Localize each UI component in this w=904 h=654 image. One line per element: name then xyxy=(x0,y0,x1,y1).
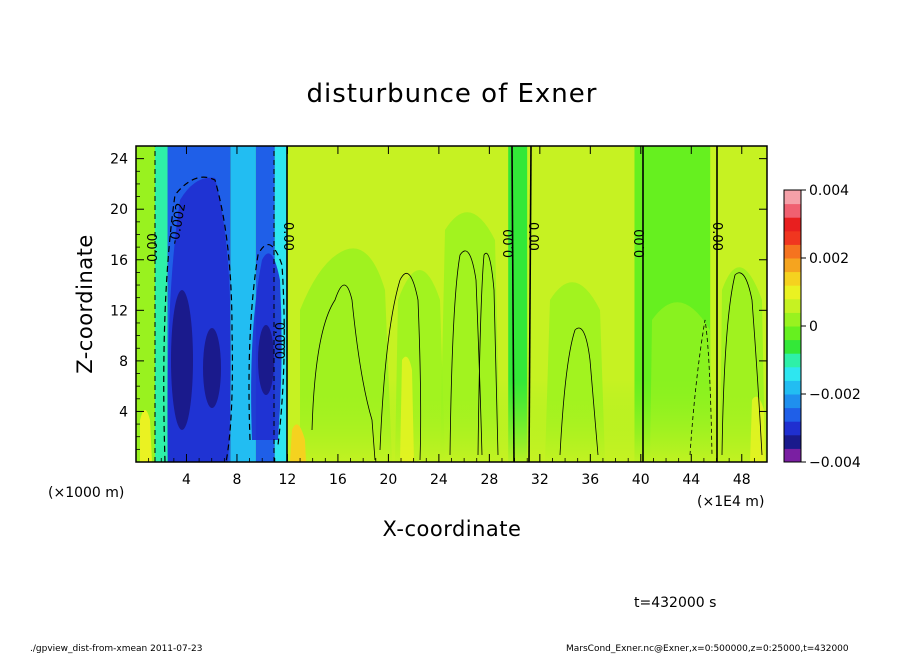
colorbar-swatch xyxy=(784,366,801,381)
colorbar-tick-label: −0.002 xyxy=(809,387,861,403)
x-tick-label: 44 xyxy=(682,472,700,488)
contour-label: 0.00 xyxy=(502,229,517,258)
y-tick-label: 12 xyxy=(110,303,128,319)
core-shading xyxy=(167,177,282,462)
y-tick-label: 4 xyxy=(119,404,128,420)
contour-label: 0.00 xyxy=(633,229,648,258)
x-tick-label: 20 xyxy=(379,472,397,488)
colorbar-swatch xyxy=(784,285,801,300)
contour-lines xyxy=(154,146,763,462)
footer-left: ./gpview_dist-from-xmean 2011-07-23 xyxy=(30,644,202,654)
colorbar-tick-label: 0.002 xyxy=(809,251,849,267)
colorbar-swatch xyxy=(784,339,801,354)
colorbar-swatch xyxy=(784,326,801,341)
x-axis: 4 8 12 16 20 24 28 32 36 40 44 48 xyxy=(148,146,755,488)
region-band xyxy=(136,146,155,462)
colorbar-swatch xyxy=(784,394,801,409)
contour-label: -0.002 xyxy=(167,202,189,246)
colorbar-swatch xyxy=(784,230,801,245)
colorbar-swatch xyxy=(784,217,801,232)
x-tick-label: 24 xyxy=(430,472,448,488)
colorbar-swatch xyxy=(784,434,801,449)
colorbar-swatch xyxy=(784,298,801,313)
y-tick-label: 8 xyxy=(119,354,128,370)
colorbar-swatch xyxy=(784,380,801,395)
plot-area xyxy=(136,146,767,462)
colorbar-swatch xyxy=(784,271,801,286)
colorbar-ticks: 0.004 0.002 0 −0.002 −0.004 xyxy=(801,183,861,471)
colorbar-swatch xyxy=(784,258,801,273)
x-tick-label: 16 xyxy=(329,472,347,488)
x-tick-label: 12 xyxy=(279,472,297,488)
colorbar-swatch xyxy=(784,407,801,422)
x-tick-label: 40 xyxy=(632,472,650,488)
y-tick-label: 24 xyxy=(110,152,128,168)
colorbar-swatch xyxy=(784,448,801,463)
contour-label-group: 0.00 -0.002 0.00 0.000 0.00 0.00 0.00 0.… xyxy=(146,202,724,359)
region-band xyxy=(154,146,168,462)
x-tick-label: 4 xyxy=(182,472,191,488)
contour-label: 0.00 xyxy=(146,233,161,262)
contour-label: 0.00 xyxy=(709,222,724,251)
colorbar xyxy=(783,189,802,463)
y-tick-label: 16 xyxy=(110,253,128,269)
x-unit-label: (×1000 m) xyxy=(48,485,124,501)
colorbar-swatch xyxy=(784,244,801,259)
x-tick-label: 28 xyxy=(480,472,498,488)
y-axis: 4 8 12 16 20 24 xyxy=(110,152,767,450)
x-tick-label: 8 xyxy=(232,472,241,488)
colorbar-swatch xyxy=(784,353,801,368)
colorbar-swatch xyxy=(784,190,801,205)
colorbar-swatch xyxy=(784,203,801,218)
time-label: t=432000 s xyxy=(634,595,716,611)
colorbar-tick-label: 0.004 xyxy=(809,183,849,199)
contour-label: 0.00 xyxy=(280,222,295,251)
colorbar-tick-label: −0.004 xyxy=(809,455,861,471)
contour-label: 0.00 xyxy=(525,222,540,251)
footer-right: MarsCond_Exner.nc@Exner,x=0:500000,z=0:2… xyxy=(566,644,849,654)
x-axis-label: X-coordinate xyxy=(383,517,522,541)
contour-label: 0.000 xyxy=(271,322,286,359)
colorbar-tick-label: 0 xyxy=(809,319,818,335)
y-axis-label: Z-coordinate xyxy=(73,234,97,374)
colorbar-swatch xyxy=(784,312,801,327)
colorbar-swatch xyxy=(784,421,801,436)
y-tick-label: 20 xyxy=(110,202,128,218)
chart-title: disturbunce of Exner xyxy=(307,79,598,109)
x-tick-label: 32 xyxy=(531,472,549,488)
x-tick-label: 48 xyxy=(733,472,751,488)
x-tick-label: 36 xyxy=(581,472,599,488)
x-scale-label: (×1E4 m) xyxy=(697,494,764,510)
plume-shading xyxy=(140,212,767,462)
